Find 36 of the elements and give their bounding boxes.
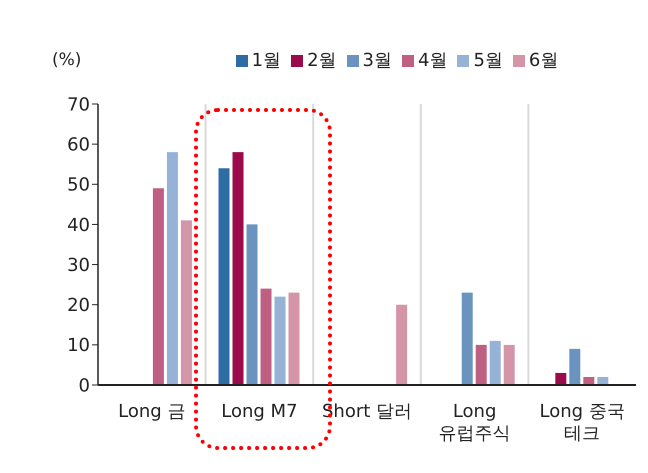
bar xyxy=(396,304,408,385)
x-tick-label: Long 금 xyxy=(118,401,186,422)
y-tick-label: 60 xyxy=(67,134,90,156)
legend-label: 1월 xyxy=(252,50,282,71)
legend-label: 3월 xyxy=(362,50,392,71)
bar xyxy=(260,288,272,385)
y-tick-label: 20 xyxy=(67,295,90,316)
legend-label: 2월 xyxy=(307,50,337,71)
y-tick-label: 30 xyxy=(67,254,90,276)
x-tick-label: Long M7 xyxy=(221,401,298,422)
bar xyxy=(555,372,566,385)
x-tick-label: Long 유럽주식 xyxy=(438,401,511,444)
y-tick-label: 70 xyxy=(67,94,90,116)
bar xyxy=(232,152,244,385)
x-tick-label: Short 달러 xyxy=(322,401,412,422)
bar xyxy=(274,296,286,385)
y-tick-label: 0 xyxy=(78,375,90,396)
bar xyxy=(218,168,230,385)
x-tick-label: Long 중국 테크 xyxy=(540,401,625,444)
bar xyxy=(288,292,300,385)
y-tick-label: 10 xyxy=(67,335,90,356)
y-tick-label: 40 xyxy=(67,214,90,236)
bar xyxy=(490,340,501,385)
y-axis-title: (%) xyxy=(52,50,82,70)
bar xyxy=(246,224,258,385)
bar xyxy=(476,344,487,385)
bar xyxy=(462,292,473,385)
legend-label: 6월 xyxy=(528,50,558,71)
bar xyxy=(166,152,178,385)
bar xyxy=(152,188,164,385)
bar xyxy=(180,220,192,385)
legend-label: 4월 xyxy=(418,50,448,71)
bar xyxy=(569,348,580,385)
y-tick-label: 50 xyxy=(67,174,90,196)
bar xyxy=(504,344,515,385)
legend-label: 5월 xyxy=(473,50,503,71)
